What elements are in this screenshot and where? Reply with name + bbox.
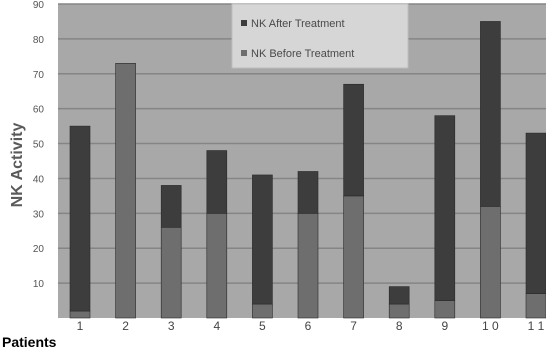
bar-before-patient-2 <box>115 63 136 319</box>
bar-after-patient-11 <box>525 132 546 294</box>
bar-after-patient-4 <box>206 150 228 214</box>
bar-after-patient-7 <box>343 83 364 197</box>
x-tick-label: 1 <box>77 319 84 333</box>
legend-swatch-after <box>241 20 247 26</box>
bar-before-patient-5 <box>252 303 273 319</box>
bars <box>69 21 546 319</box>
legend-label-before: NK Before Treatment <box>251 48 354 60</box>
y-axis-label: NK Activity <box>9 123 26 208</box>
x-tick-label: 8 <box>396 319 403 333</box>
x-tick-label: 7 <box>350 319 357 333</box>
bar-after-patient-8 <box>388 286 410 305</box>
bar-after-patient-10 <box>480 21 501 207</box>
bar-after-patient-6 <box>297 171 319 214</box>
y-tick-label: 10 <box>33 279 45 290</box>
x-tick-label: 3 <box>168 319 175 333</box>
bar-before-patient-10 <box>480 206 501 319</box>
x-tick-label: 1 0 <box>482 319 499 333</box>
y-axis-ticks: 10 20 30 40 50 60 70 80 90 <box>33 0 45 290</box>
x-tick-label: 9 <box>441 319 448 333</box>
bar-before-patient-1 <box>69 310 91 319</box>
bar-after-patient-3 <box>160 185 182 228</box>
bar-before-patient-11 <box>525 293 546 319</box>
y-tick-label: 30 <box>33 209 45 220</box>
bar-before-patient-6 <box>297 213 319 319</box>
y-tick-label: 20 <box>33 244 45 255</box>
x-tick-label: 4 <box>213 319 220 333</box>
x-tick-label: 5 <box>259 319 266 333</box>
y-tick-label: 80 <box>33 35 45 46</box>
y-tick-label: 90 <box>33 0 45 11</box>
x-tick-label: 1 1 <box>528 319 545 333</box>
x-axis-ticks: 1 2 3 4 5 6 7 8 9 1 0 1 1 <box>77 319 545 333</box>
bar-before-patient-9 <box>434 300 456 319</box>
bar-before-patient-4 <box>206 213 228 319</box>
x-axis-label: Patients <box>2 334 57 350</box>
bar-before-patient-3 <box>160 226 182 319</box>
x-tick-label: 2 <box>122 319 129 333</box>
legend-swatch-before <box>241 50 247 56</box>
bar-after-patient-1 <box>69 125 91 312</box>
y-tick-label: 40 <box>33 174 45 185</box>
y-tick-label: 50 <box>33 140 45 151</box>
bar-after-patient-5 <box>252 174 273 305</box>
legend-label-after: NK After Treatment <box>251 18 345 30</box>
legend: NK After Treatment NK Before Treatment <box>231 3 409 69</box>
bar-before-patient-7 <box>343 195 364 319</box>
y-tick-label: 60 <box>33 105 45 116</box>
bar-before-patient-8 <box>388 303 410 319</box>
y-tick-label: 70 <box>33 70 45 81</box>
x-tick-label: 6 <box>305 319 312 333</box>
legend-box <box>231 3 409 69</box>
bar-after-patient-9 <box>434 115 456 301</box>
